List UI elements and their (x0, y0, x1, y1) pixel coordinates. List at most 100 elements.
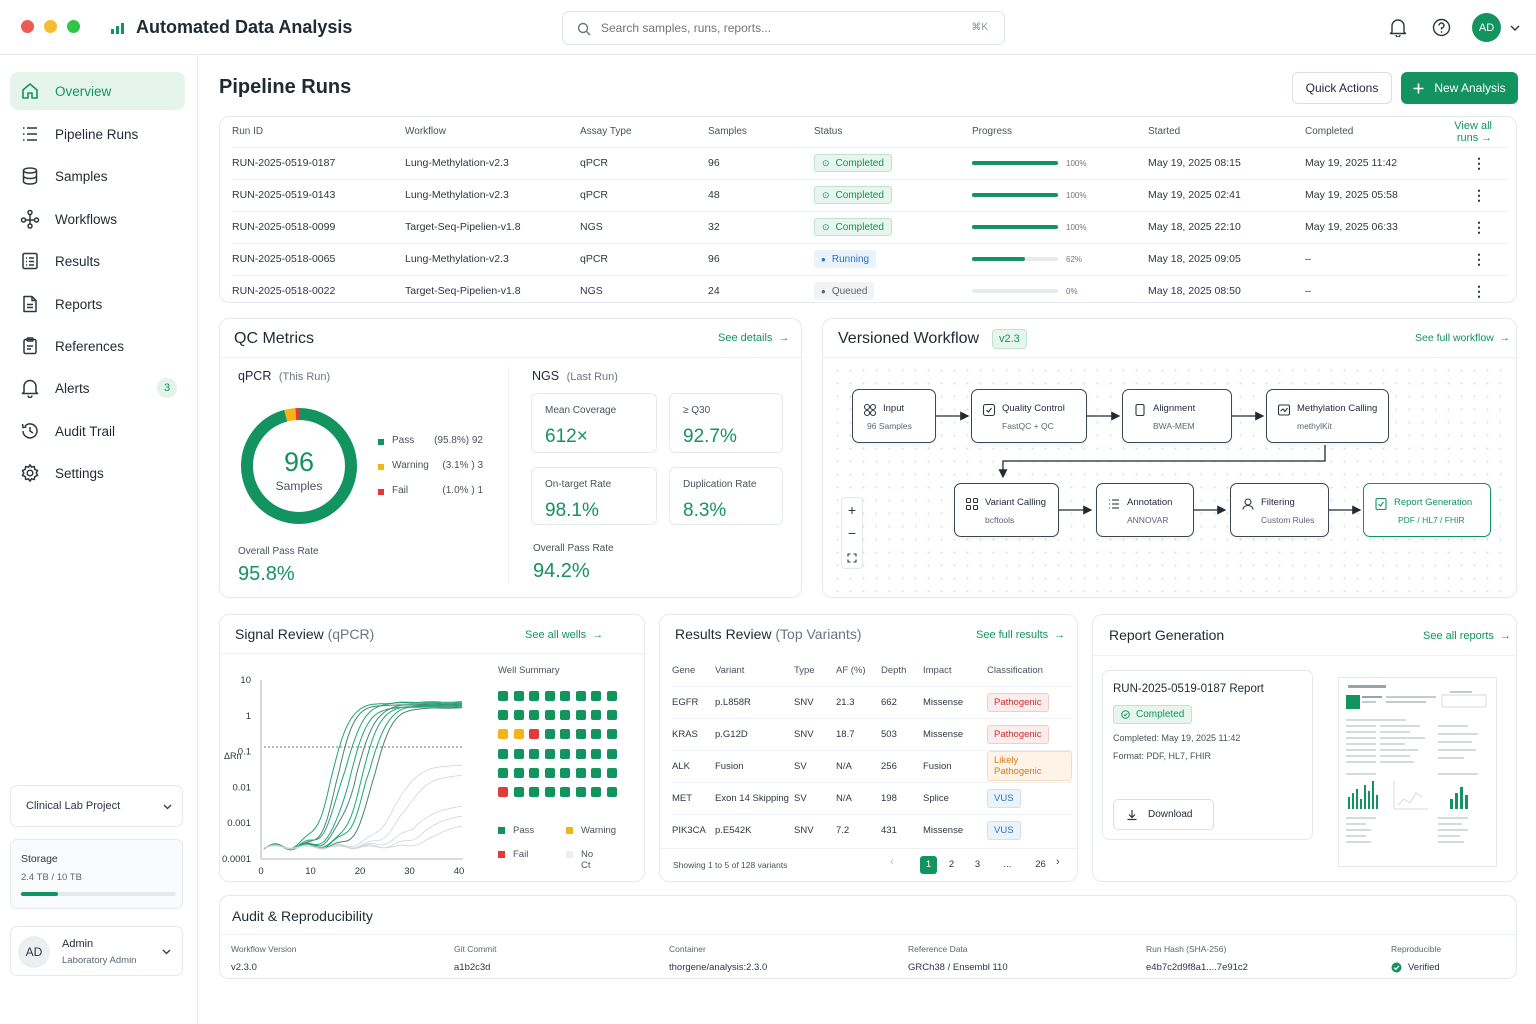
table-row[interactable]: RUN-2025-0518-0065 Lung-Methylation-v2.3 q… (232, 242, 1508, 275)
column-header[interactable]: Type (794, 665, 815, 677)
prev-page-button[interactable]: ‹ (890, 856, 894, 868)
more-options-icon[interactable]: ⋮ (1472, 218, 1486, 235)
well-pass[interactable] (529, 748, 539, 759)
well-pass[interactable] (544, 691, 555, 701)
well-pass[interactable] (575, 710, 586, 721)
page-button[interactable]: 3 (974, 859, 981, 870)
table-row[interactable]: RUN-2025-0518-0099 Target-Seq-Pipelien-v1… (232, 210, 1508, 243)
see-full-results-link[interactable]: See full results → (976, 629, 1066, 641)
table-row[interactable]: PIK3CA p.E542K SNV 7.2 431 Missense VUS (672, 813, 1072, 846)
well-pass[interactable] (560, 691, 570, 701)
workflow-node-methylation-calling[interactable]: Methylation Calling methylKit (1266, 389, 1389, 443)
well-pass[interactable] (606, 710, 617, 721)
page-button[interactable]: 26 (1035, 859, 1046, 870)
well-pass[interactable] (591, 729, 601, 740)
well-pass[interactable] (513, 710, 524, 721)
well-pass[interactable] (529, 691, 539, 701)
column-header[interactable]: Progress (972, 126, 1013, 138)
column-header[interactable]: Gene (672, 665, 696, 677)
qc-see-details-link[interactable]: See details → (718, 332, 790, 344)
report-preview-thumbnail[interactable] (1338, 677, 1497, 867)
well-pass[interactable] (575, 691, 586, 701)
well-pass[interactable] (560, 729, 570, 740)
well-pass[interactable] (591, 691, 601, 701)
download-report-button[interactable]: Download (1113, 799, 1214, 830)
well-pass[interactable] (513, 748, 524, 759)
more-options-icon[interactable]: ⋮ (1472, 282, 1486, 299)
well-pass[interactable] (591, 710, 601, 721)
well-pass[interactable] (544, 767, 555, 778)
page-button[interactable]: 2 (948, 859, 955, 870)
well-pass[interactable] (591, 787, 601, 797)
column-header[interactable]: Impact (923, 665, 952, 677)
table-row[interactable]: RUN-2025-0519-0187 Lung-Methylation-v2.3 q… (232, 146, 1508, 179)
well-fail[interactable] (529, 729, 539, 740)
nav-item-results[interactable]: Results (10, 242, 185, 280)
well-pass[interactable] (560, 748, 570, 759)
workflow-node-filtering[interactable]: Filtering Custom Rules (1230, 483, 1329, 537)
column-header[interactable]: Started (1148, 126, 1181, 138)
column-header[interactable]: Assay Type (580, 126, 632, 138)
column-header[interactable]: Depth (881, 665, 907, 677)
see-full-workflow-link[interactable]: See full workflow → (1415, 332, 1511, 344)
well-pass[interactable] (591, 748, 601, 759)
table-row[interactable]: MET Exon 14 Skipping SV N/A 198 Splice VUS (672, 781, 1072, 814)
well-pass[interactable] (575, 787, 586, 797)
well-pass[interactable] (575, 748, 586, 759)
table-row[interactable]: KRAS p.G12D SNV 18.7 503 Missense Pathogenic (672, 717, 1072, 750)
workflow-node-annotation[interactable]: Annotation ANNOVAR (1096, 483, 1194, 537)
window-minimize-dot[interactable] (44, 20, 57, 33)
column-header[interactable]: Status (814, 126, 843, 138)
more-options-icon[interactable]: ⋮ (1472, 250, 1486, 267)
well-pass[interactable] (560, 767, 570, 778)
column-header[interactable]: Run ID (232, 126, 264, 138)
well-pass[interactable] (560, 710, 570, 721)
well-warning[interactable] (513, 729, 524, 740)
well-pass[interactable] (544, 710, 555, 721)
new-analysis-button[interactable]: New Analysis (1401, 72, 1518, 104)
well-pass[interactable] (606, 748, 617, 759)
well-pass[interactable] (560, 787, 570, 797)
column-header[interactable]: Workflow (405, 126, 446, 138)
help-icon[interactable] (1432, 18, 1451, 37)
workflow-node-variant-calling[interactable]: Variant Calling bcftools (954, 483, 1059, 537)
well-warning[interactable] (498, 729, 508, 740)
well-pass[interactable] (544, 787, 555, 797)
page-button[interactable]: 1 (920, 856, 937, 874)
zoom-in-button[interactable]: + (847, 502, 857, 518)
nav-item-pipeline-runs[interactable]: Pipeline Runs (10, 115, 185, 153)
column-header[interactable]: AF (%) (836, 665, 866, 677)
well-pass[interactable] (498, 767, 508, 778)
well-pass[interactable] (575, 729, 586, 740)
nav-item-audit-trail[interactable]: Audit Trail (10, 412, 185, 450)
well-pass[interactable] (544, 729, 555, 740)
user-avatar[interactable]: AD (1472, 13, 1501, 42)
search-input[interactable] (601, 19, 941, 37)
column-header[interactable]: Variant (715, 665, 745, 677)
well-pass[interactable] (529, 710, 539, 721)
well-pass[interactable] (606, 767, 617, 778)
well-pass[interactable] (544, 748, 555, 759)
well-pass[interactable] (606, 729, 617, 740)
well-pass[interactable] (498, 691, 508, 701)
see-all-reports-link[interactable]: See all reports → (1423, 630, 1512, 642)
nav-item-samples[interactable]: Samples (10, 157, 185, 195)
well-pass[interactable] (498, 710, 508, 721)
well-pass[interactable] (513, 787, 524, 797)
see-all-wells-link[interactable]: See all wells → (525, 629, 604, 641)
well-pass[interactable] (529, 787, 539, 797)
nav-item-overview[interactable]: Overview (10, 72, 185, 110)
table-row[interactable]: ALK Fusion SV N/A 256 Fusion Likely Pathogenic (672, 749, 1072, 782)
project-selector[interactable]: Clinical Lab Project (10, 785, 183, 827)
fit-view-button[interactable] (842, 546, 862, 570)
user-menu[interactable]: AD Admin Laboratory Admin (10, 926, 183, 976)
chevron-down-icon[interactable] (1510, 25, 1520, 31)
table-row[interactable]: RUN-2025-0518-0022 Target-Seq-Pipelien-v1… (232, 274, 1508, 307)
next-page-button[interactable]: › (1056, 856, 1060, 868)
more-options-icon[interactable]: ⋮ (1472, 186, 1486, 203)
notification-bell-icon[interactable] (1389, 18, 1407, 37)
nav-item-settings[interactable]: Settings (10, 454, 185, 492)
search-box[interactable]: ⌘K (562, 11, 1005, 45)
nav-item-alerts[interactable]: Alerts 3 (10, 369, 185, 407)
window-close-dot[interactable] (21, 20, 34, 33)
